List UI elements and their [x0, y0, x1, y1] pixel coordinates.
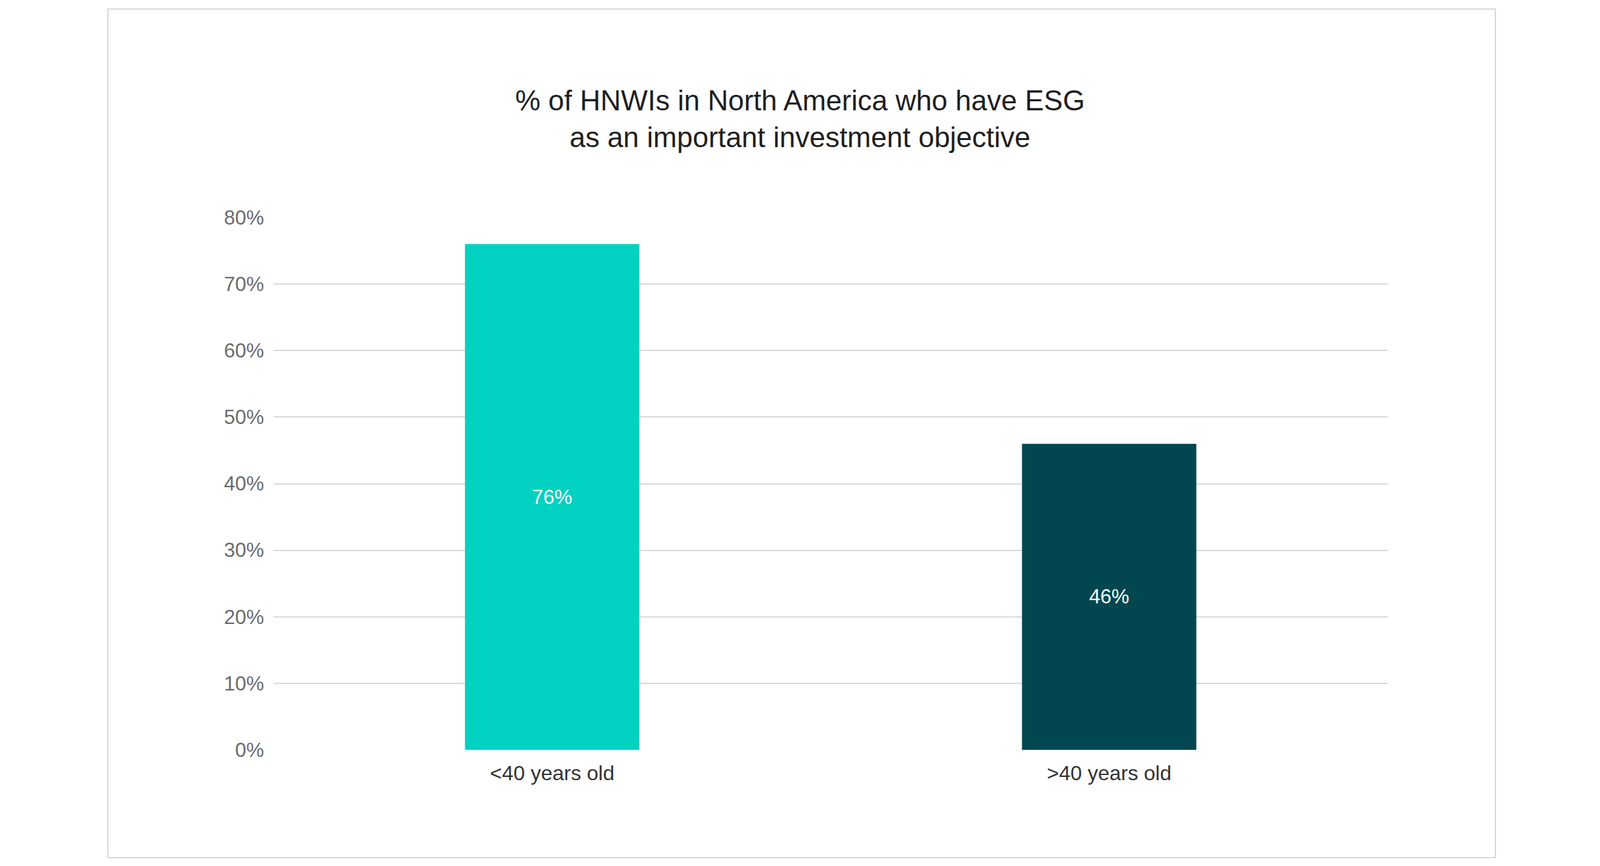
svg-text:0%: 0%	[234, 739, 264, 762]
svg-text:46%: 46%	[1088, 585, 1129, 608]
svg-text:30%: 30%	[223, 538, 264, 562]
svg-text:>40 years old: >40 years old	[1046, 761, 1172, 785]
svg-text:76%: 76%	[531, 486, 572, 509]
svg-text:20%: 20%	[223, 606, 264, 629]
svg-text:70%: 70%	[223, 273, 264, 296]
svg-text:80%: 80%	[223, 206, 264, 230]
svg-text:60%: 60%	[223, 339, 264, 363]
svg-text:40%: 40%	[223, 472, 264, 496]
svg-text:<40 years old: <40 years old	[489, 761, 615, 785]
svg-text:50%: 50%	[223, 405, 264, 429]
svg-text:10%: 10%	[223, 672, 264, 696]
svg-text:% of HNWIs in North America wh: % of HNWIs in North America who have ESG…	[515, 84, 1085, 153]
